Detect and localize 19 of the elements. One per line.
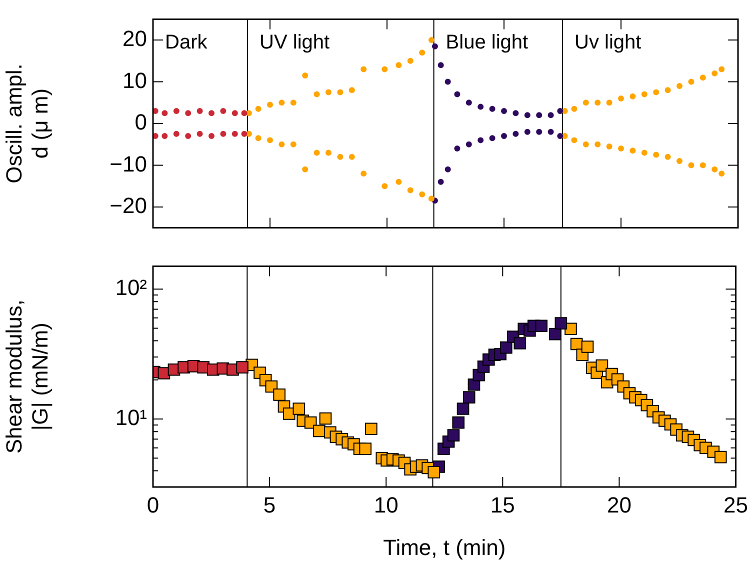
y-tick-label: 0 — [134, 110, 147, 135]
y-tick-label: 10 — [122, 68, 147, 93]
y-tick-label: −10 — [110, 151, 147, 176]
y-tick-label: −20 — [110, 193, 147, 218]
annotation: UV light — [260, 32, 330, 54]
y-axis-title: Oscill. ampl. d (μ m) — [1, 64, 53, 184]
x-tick-label: 25 — [724, 492, 748, 518]
y-tick-label: 10¹ — [115, 405, 147, 430]
y-tick-label: 20 — [122, 26, 147, 52]
x-axis-title: Time, t (min) — [383, 534, 506, 560]
x-tick-label: 20 — [606, 492, 632, 518]
x-tick-label: 10 — [374, 492, 398, 518]
annotation: Dark — [165, 32, 208, 54]
x-tick-label: 15 — [490, 492, 515, 518]
y-tick-label: 10² — [115, 275, 147, 300]
y-axis-title: Shear modulus, |G| (mN/m) — [1, 300, 53, 454]
annotation: Uv light — [574, 32, 642, 54]
x-tick-label: 5 — [263, 492, 276, 518]
annotation: Blue light — [446, 32, 529, 54]
